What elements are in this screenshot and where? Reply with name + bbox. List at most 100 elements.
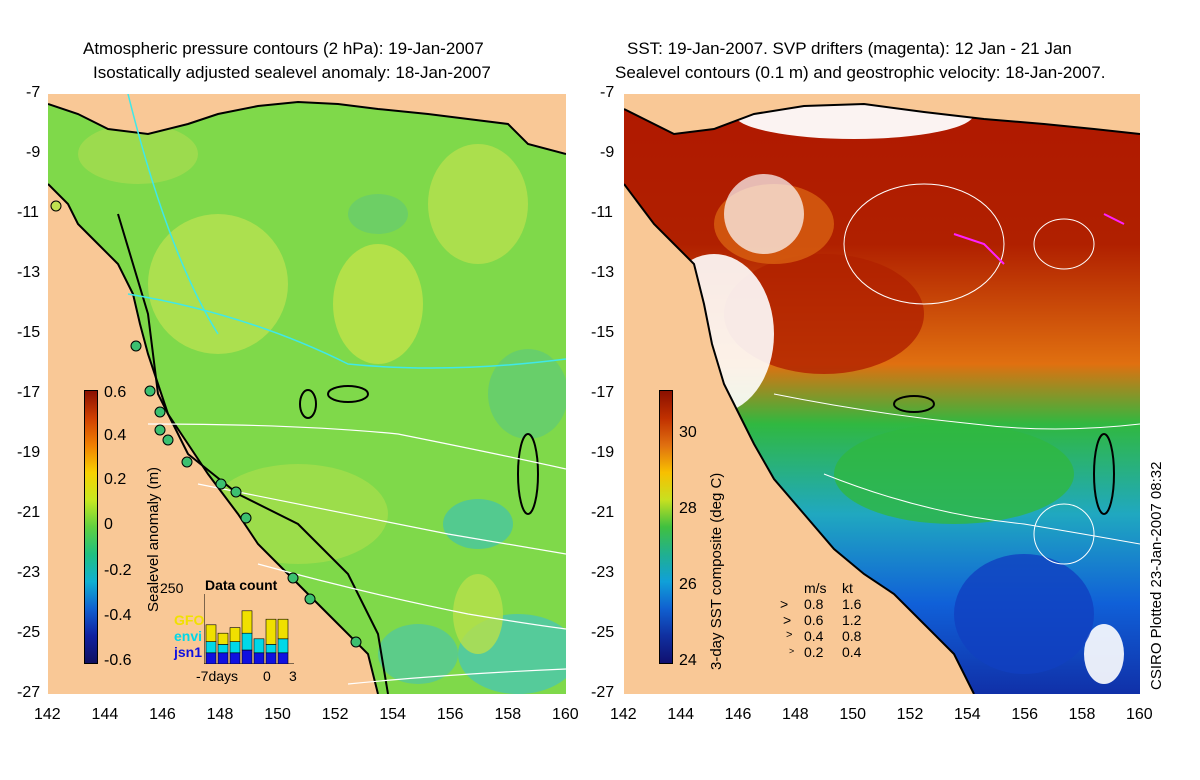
x-tick-label: 154 <box>379 706 407 723</box>
x-tick-label: 144 <box>91 706 119 723</box>
sealevel-map-graphic <box>48 94 566 694</box>
bar-segment-gfo <box>241 610 253 634</box>
bar-segment-envi <box>253 638 265 654</box>
y-tick-label: -7 <box>26 84 41 101</box>
legend-jsn1: jsn1 <box>174 644 203 660</box>
x-tick-label: 158 <box>1068 706 1096 723</box>
y-tick-label: -19 <box>591 444 615 461</box>
sst-colorbar-tick-24: 24 <box>679 652 697 669</box>
y-tick-label: -25 <box>17 624 41 641</box>
bar-segment-jsn1 <box>241 649 253 664</box>
legend-envi: envi <box>174 628 203 644</box>
x-tick-label: 150 <box>264 706 291 723</box>
right-title-line2: Sealevel contours (0.1 m) and geostrophi… <box>615 63 1106 82</box>
y-tick-label: -17 <box>17 384 41 401</box>
credit-text: CSIRO Plotted 23-Jan-2007 08:32 <box>1148 461 1165 690</box>
data-count-x-left: -7days <box>196 668 239 684</box>
sealevel-colorbar-tick-0: 0 <box>104 516 113 533</box>
velocity-row-ms: 0.8 <box>804 596 824 612</box>
bar-segment-jsn1 <box>277 652 289 664</box>
velocity-legend: m/s kt > 0.8 1.6 > 0.6 1.2 > 0.4 0.8 > 0… <box>780 580 900 670</box>
y-tick-label: -23 <box>17 564 41 581</box>
x-tick-label: 154 <box>954 706 981 723</box>
sealevel-colorbar-tick-0.4: 0.4 <box>104 427 127 444</box>
sealevel-colorbar-tick--0.4: -0.4 <box>104 607 132 624</box>
sealevel-colorbar-tick-0.6: 0.6 <box>104 384 127 401</box>
x-tick-label: 142 <box>34 706 61 723</box>
velocity-header-ms: m/s <box>804 580 827 596</box>
bar-segment-envi <box>241 632 253 651</box>
bar-segment-gfo <box>217 632 229 645</box>
data-count-bars <box>204 594 294 664</box>
bar-segment-jsn1 <box>253 652 265 664</box>
y-tick-label: -7 <box>600 84 615 101</box>
y-tick-label: -21 <box>17 504 41 521</box>
sst-map-graphic <box>624 94 1140 694</box>
bar-segment-envi <box>277 638 289 654</box>
sst-colorbar <box>659 390 673 664</box>
y-tick-label: -25 <box>591 624 615 641</box>
x-tick-label: 160 <box>552 706 579 723</box>
velocity-row-kt: 1.2 <box>842 612 862 628</box>
sealevel-colorbar-tick--0.2: -0.2 <box>104 562 132 579</box>
bar-segment-gfo <box>265 618 277 645</box>
y-tick-label: -23 <box>591 564 615 581</box>
bar-segment-envi <box>217 644 229 654</box>
bar-segment-envi <box>265 644 277 654</box>
data-count-inset: 250 Data count GFO envi jsn1 <box>160 577 294 664</box>
velocity-arrow-icon: > <box>783 612 792 628</box>
y-tick-label: -11 <box>17 204 39 221</box>
data-count-x-right: 3 <box>289 668 297 684</box>
left-title-line2: Isostatically adjusted sealevel anomaly:… <box>93 63 491 82</box>
velocity-row-kt: 0.4 <box>842 644 862 660</box>
sst-map <box>624 94 1140 694</box>
velocity-row-kt: 1.6 <box>842 596 862 612</box>
y-tick-label: -9 <box>600 144 615 161</box>
y-tick-label: -19 <box>17 444 41 461</box>
velocity-row-ms: 0.6 <box>804 612 824 628</box>
sst-colorbar-tick-30: 30 <box>679 424 697 441</box>
left-title-line1: Atmospheric pressure contours (2 hPa): 1… <box>83 39 484 58</box>
x-tick-label: 158 <box>494 706 522 723</box>
velocity-row-ms: 0.2 <box>804 644 824 660</box>
data-count-x-zero: 0 <box>263 668 271 684</box>
y-tick-label: -27 <box>591 684 615 701</box>
y-tick-label: -17 <box>591 384 615 401</box>
velocity-row-kt: 0.8 <box>842 628 862 644</box>
x-tick-label: 150 <box>839 706 867 723</box>
sealevel-anomaly-map <box>48 94 566 694</box>
velocity-header-kt: kt <box>842 580 853 596</box>
bar-segment-gfo <box>205 624 217 642</box>
y-tick-label: -13 <box>17 264 41 281</box>
x-tick-label: 152 <box>896 706 924 723</box>
sealevel-colorbar <box>84 390 98 664</box>
bar-segment-jsn1 <box>217 652 229 664</box>
x-tick-label: 146 <box>724 706 752 723</box>
sealevel-colorbar-tick-0.2: 0.2 <box>104 471 127 488</box>
x-tick-label: 146 <box>149 706 176 723</box>
velocity-row-ms: 0.4 <box>804 628 824 644</box>
bar-segment-jsn1 <box>265 652 277 664</box>
velocity-arrow-icon: > <box>786 629 793 641</box>
bar-segment-jsn1 <box>229 652 241 664</box>
right-title-line1: SST: 19-Jan-2007. SVP drifters (magenta)… <box>627 39 1072 58</box>
x-tick-label: 160 <box>1126 706 1153 723</box>
bar-segment-jsn1 <box>205 652 217 664</box>
data-count-title: Data count <box>205 577 278 593</box>
x-tick-label: 156 <box>436 706 464 723</box>
sealevel-colorbar-tick--0.6: -0.6 <box>104 652 132 669</box>
y-tick-label: -21 <box>591 504 615 521</box>
x-tick-label: 156 <box>1011 706 1039 723</box>
data-count-ymax: 250 <box>160 580 184 596</box>
sst-colorbar-label: 3-day SST composite (deg C) <box>708 472 725 670</box>
y-tick-label: -13 <box>591 264 615 281</box>
bar-segment-gfo <box>229 627 241 642</box>
x-tick-label: 144 <box>667 706 695 723</box>
y-tick-label: -27 <box>17 684 41 701</box>
x-tick-label: 142 <box>610 706 637 723</box>
velocity-arrow-icon: > <box>780 596 789 612</box>
x-tick-label: 152 <box>321 706 349 723</box>
y-tick-label: -15 <box>17 324 41 341</box>
velocity-arrow-icon: > <box>789 646 795 656</box>
y-tick-label: -11 <box>591 204 613 221</box>
